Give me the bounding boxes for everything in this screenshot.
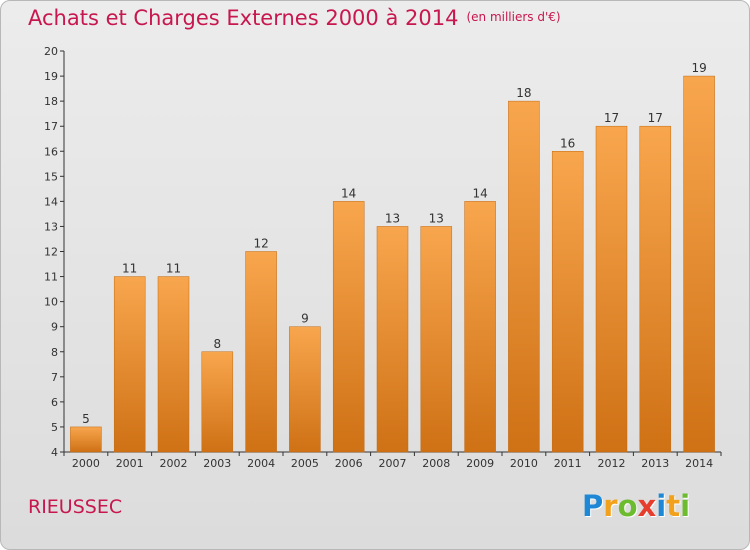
logo-letter: r [603, 489, 618, 523]
bar [332, 201, 365, 453]
y-tick-label: 6 [51, 396, 58, 409]
x-tick-label: 2006 [335, 457, 363, 470]
logo-letter: t [666, 489, 681, 523]
bar-value-label: 11 [166, 262, 181, 276]
bar-value-label: 5 [82, 412, 90, 426]
x-tick-label: 2004 [247, 457, 275, 470]
y-tick-label: 14 [44, 195, 58, 208]
logo-letter: i [656, 489, 667, 523]
bar [70, 426, 102, 453]
bar [376, 226, 409, 453]
x-tick-label: 2012 [598, 457, 626, 470]
y-tick-label: 11 [44, 271, 58, 284]
chart-unit: (en milliers d'€) [466, 10, 561, 24]
y-tick-label: 7 [51, 371, 58, 384]
bar-value-label: 12 [253, 237, 268, 251]
y-tick-label: 12 [44, 246, 58, 259]
x-tick-label: 2003 [203, 457, 231, 470]
bar [508, 100, 540, 453]
bar-value-label: 19 [691, 61, 706, 75]
bar-value-label: 14 [472, 186, 487, 200]
chart-title: Achats et Charges Externes 2000 à 2014 (e… [28, 6, 561, 30]
x-tick-label: 2002 [160, 457, 188, 470]
y-tick-label: 19 [44, 70, 58, 83]
bar-value-label: 11 [122, 262, 137, 276]
y-tick-label: 9 [51, 321, 58, 334]
logo-letter: i [680, 489, 691, 523]
y-tick-label: 17 [44, 120, 58, 133]
y-tick-label: 4 [51, 446, 58, 459]
bar [289, 326, 321, 453]
y-tick-label: 18 [44, 95, 58, 108]
bar [245, 251, 277, 453]
bar [683, 75, 715, 453]
x-tick-label: 2014 [685, 457, 713, 470]
x-tick-label: 2013 [641, 457, 669, 470]
y-tick-label: 20 [44, 45, 58, 58]
bar [201, 351, 234, 453]
bar-value-label: 9 [301, 312, 309, 326]
bar-value-label: 18 [516, 86, 531, 100]
bar-value-label: 8 [213, 337, 221, 351]
x-tick-label: 2011 [554, 457, 582, 470]
bar-value-label: 17 [648, 111, 663, 125]
logo-letter: x [637, 489, 657, 523]
bar-value-label: 16 [560, 136, 575, 150]
bar [464, 201, 496, 453]
y-tick-label: 15 [44, 170, 58, 183]
y-tick-label: 13 [44, 220, 58, 233]
axes: 4 5 6 7 8 9 10 11 12 13 14 15 16 17 18 19 20 2000 2001 2002… [44, 45, 722, 470]
bars: 5 11 11 8 12 9 14 13 13 14 18 16 17 17 19 [70, 61, 715, 453]
x-tick-label: 2005 [291, 457, 319, 470]
bar-value-label: 14 [341, 186, 356, 200]
y-tick-label: 5 [51, 421, 58, 434]
bar [551, 151, 584, 453]
logo-letter: o [617, 489, 638, 523]
x-tick-label: 2000 [72, 457, 100, 470]
bar [639, 125, 672, 453]
bar [595, 125, 628, 453]
bar-value-label: 13 [385, 211, 400, 225]
bar [157, 276, 190, 453]
chart-title-text: Achats et Charges Externes 2000 à 2014 [28, 6, 459, 30]
y-tick-label: 8 [51, 346, 58, 359]
x-tick-label: 2001 [116, 457, 144, 470]
x-tick-label: 2009 [466, 457, 494, 470]
y-tick-label: 16 [44, 145, 58, 158]
bar-value-label: 17 [604, 111, 619, 125]
proxiti-logo[interactable]: Proxiti [582, 489, 690, 523]
bar [420, 226, 453, 453]
bar-value-label: 13 [429, 211, 444, 225]
x-tick-label: 2007 [379, 457, 407, 470]
x-tick-label: 2010 [510, 457, 538, 470]
y-tick-label: 10 [44, 296, 58, 309]
logo-letter: P [582, 489, 604, 523]
x-tick-label: 2008 [422, 457, 450, 470]
bar [113, 276, 146, 453]
commune-name: RIEUSSEC [28, 496, 123, 518]
